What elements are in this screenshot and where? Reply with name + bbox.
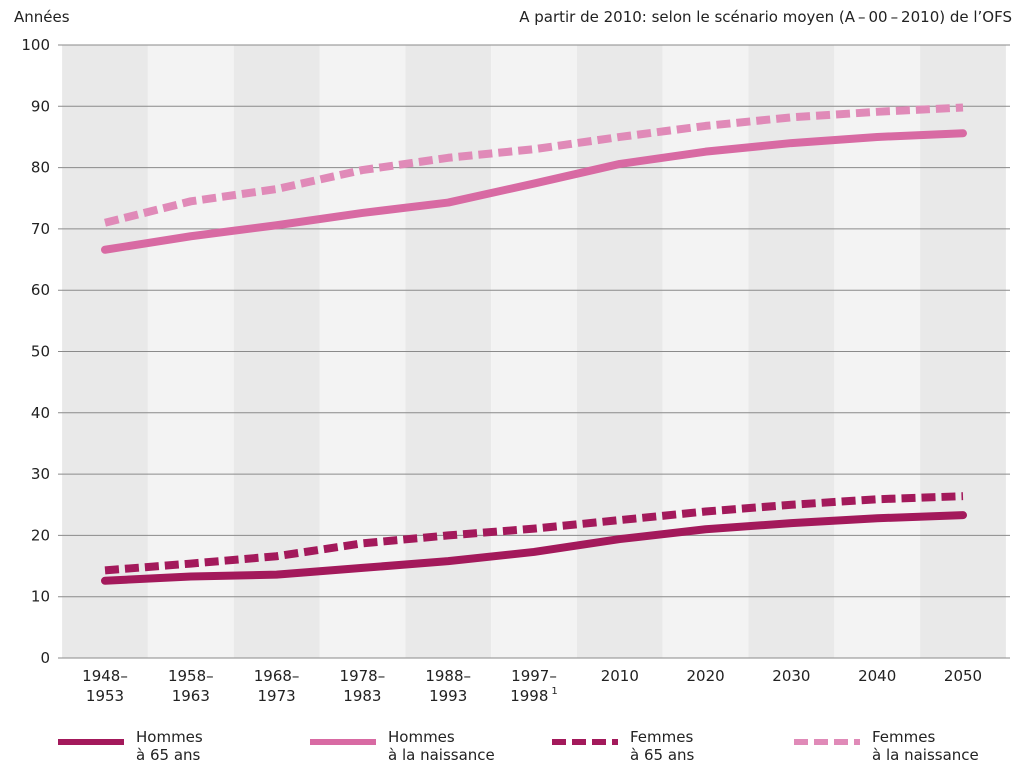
y-tick-label: 40: [31, 404, 50, 422]
legend-item: Femmes à la naissance: [794, 728, 979, 764]
x-tick-label-line2: 1973: [258, 687, 296, 705]
legend-label-line1: Femmes: [630, 728, 694, 746]
x-tick-label-line2: 1998 1: [510, 686, 558, 705]
legend-label: Femmes à la naissance: [872, 728, 979, 764]
legend-label: Hommes à la naissance: [388, 728, 495, 764]
scenario-note: A partir de 2010: selon le scénario moye…: [519, 8, 1012, 26]
legend: Hommes à 65 ans Hommes à la naissance Femmes…: [0, 728, 1016, 775]
x-tick-label-line2: 1993: [429, 687, 467, 705]
series-line: [104, 103, 964, 227]
legend-label-line2: à la naissance: [872, 746, 979, 764]
legend-label-line1: Hommes: [136, 728, 203, 746]
x-tick-label-line2: 1963: [172, 687, 210, 705]
series-line: [104, 492, 964, 575]
x-tick-label-line2: 1983: [343, 687, 381, 705]
series-lines: [101, 103, 967, 585]
legend-swatch: [310, 739, 376, 745]
x-tick-label: 2030: [772, 667, 810, 685]
y-tick-label: 50: [31, 343, 50, 361]
y-tick-label: 70: [31, 220, 50, 238]
legend-label-line2: à la naissance: [388, 746, 495, 764]
x-tick-label: 2040: [858, 667, 896, 685]
x-tick-label: 1958–: [168, 667, 214, 685]
legend-swatch: [794, 739, 860, 745]
y-tick-label: 10: [31, 588, 50, 606]
footnote-marker: 1: [551, 686, 557, 697]
y-tick-label: 0: [40, 649, 50, 667]
legend-item: Femmes à 65 ans: [552, 728, 694, 764]
y-tick-label: 100: [21, 36, 50, 54]
legend-label-line2: à 65 ans: [630, 746, 695, 764]
x-tick-label: 1968–: [254, 667, 300, 685]
y-axis-label: Années: [14, 8, 70, 26]
legend-item: Hommes à 65 ans: [58, 728, 203, 764]
legend-label-line1: Femmes: [872, 728, 936, 746]
legend-swatch: [58, 739, 124, 745]
x-tick-label: 2010: [601, 667, 639, 685]
y-tick-label: 20: [31, 526, 50, 544]
y-tick-label: 90: [31, 97, 50, 115]
y-axis-ticks: 0 10 20 30 40 50 60 70 80 90 100: [21, 36, 50, 667]
gridlines: [58, 44, 1010, 659]
series-line: [101, 129, 967, 254]
y-tick-label: 30: [31, 465, 50, 483]
legend-item: Hommes à la naissance: [310, 728, 495, 764]
series-line: [101, 511, 967, 585]
x-tick-label: 1948–: [82, 667, 128, 685]
x-tick-label: 1988–: [425, 667, 471, 685]
legend-swatch: [552, 739, 618, 745]
y-tick-label: 60: [31, 281, 50, 299]
x-tick-label: 1978–: [340, 667, 386, 685]
legend-label: Hommes à 65 ans: [136, 728, 203, 764]
legend-label: Femmes à 65 ans: [630, 728, 694, 764]
legend-label-line2: à 65 ans: [136, 746, 201, 764]
legend-label-line1: Hommes: [388, 728, 455, 746]
x-axis-ticks: 1948– 1953 1958– 1963 1968– 1973 1978– 1983 1988…: [82, 667, 982, 705]
y-tick-label: 80: [31, 159, 50, 177]
x-tick-label-line2: 1953: [86, 687, 124, 705]
x-tick-label: 2020: [687, 667, 725, 685]
x-tick-label: 2050: [944, 667, 982, 685]
x-tick-label: 1997–: [511, 667, 557, 685]
